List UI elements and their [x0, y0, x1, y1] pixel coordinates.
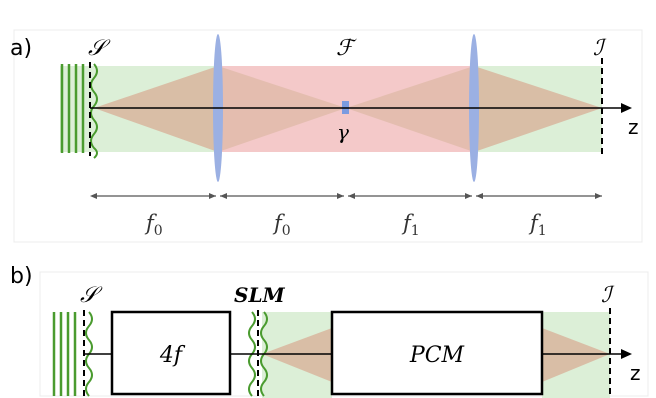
- panel-a: a) 𝒮 ℱ ℐ γ z f0 f0 f1 f1: [10, 29, 643, 243]
- fourier-plane-label: ℱ: [336, 36, 357, 61]
- gamma-label: γ: [337, 120, 349, 144]
- beam-triangle-1: [94, 66, 218, 152]
- axis-label-a: z: [628, 115, 639, 139]
- box-4f-label: 4f: [159, 343, 186, 368]
- box-pcm-label: PCM: [409, 343, 465, 368]
- dim-label-f0-2: f0: [272, 211, 291, 239]
- plane-waves-a: [60, 64, 85, 153]
- panel-b-label: b): [10, 264, 33, 289]
- dim-label-f0-1: f0: [144, 211, 163, 239]
- beam-triangle-4: [474, 66, 602, 152]
- beam-triangle-2: [218, 66, 346, 152]
- beam-triangle-3: [346, 66, 474, 152]
- axis-label-b: z: [630, 361, 641, 385]
- axis-arrowhead-b: [621, 349, 632, 359]
- box-pcm: [330, 310, 544, 396]
- axis-arrowhead-a: [621, 103, 632, 113]
- slm-label: SLM: [234, 283, 286, 307]
- panel-b: 4f PCM b) 𝒮 SLM ℐ z: [10, 264, 649, 398]
- plane-waves-b: [52, 312, 77, 396]
- box-4f: [110, 310, 232, 396]
- dim-label-f1-2: f1: [528, 211, 547, 239]
- dim-label-f1-1: f1: [401, 211, 420, 239]
- beam-triangle-b-2: [542, 328, 610, 382]
- dimension-arrows: [90, 193, 602, 199]
- panel-a-label: a): [10, 36, 32, 61]
- beam-triangle-b-1: [262, 328, 332, 382]
